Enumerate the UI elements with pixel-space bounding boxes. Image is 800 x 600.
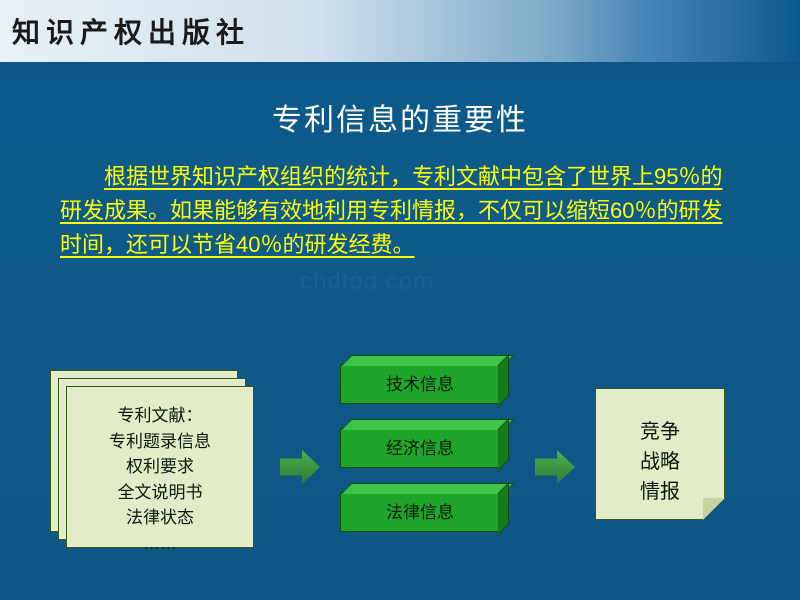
left-box-item: 全文说明书 — [67, 480, 253, 506]
middle-box: 技术信息 — [340, 364, 500, 404]
middle-box: 经济信息 — [340, 428, 500, 468]
flow-diagram: 专利文献： 专利题录信息 权利要求 全文说明书 法律状态 …… 技术信息 经济信… — [50, 360, 750, 560]
doc-page-front: 专利文献： 专利题录信息 权利要求 全文说明书 法律状态 …… — [66, 386, 254, 548]
arrow-icon — [535, 450, 575, 484]
middle-stack: 技术信息 经济信息 法律信息 — [340, 364, 520, 556]
middle-box: 法律信息 — [340, 492, 500, 532]
watermark: chdtod.com — [300, 268, 434, 296]
output-line: 竞争 — [596, 417, 724, 447]
left-box-item: 法律状态 — [67, 505, 253, 531]
left-box-item: …… — [67, 531, 253, 557]
page-title: 专利信息的重要性 — [0, 95, 800, 139]
arrow-icon — [280, 450, 320, 484]
left-doc-stack: 专利文献： 专利题录信息 权利要求 全文说明书 法律状态 …… — [50, 370, 250, 545]
body-text-content: 根据世界知识产权组织的统计，专利文献中包含了世界上95％的研发成果。如果能够有效… — [60, 164, 722, 257]
body-paragraph: 根据世界知识产权组织的统计，专利文献中包含了世界上95％的研发成果。如果能够有效… — [60, 160, 740, 262]
left-box-title: 专利文献： — [67, 403, 253, 429]
left-box-item: 权利要求 — [67, 454, 253, 480]
right-output-box: 竞争 战略 情报 — [595, 388, 725, 520]
output-line: 情报 — [596, 477, 724, 507]
left-box-item: 专利题录信息 — [67, 429, 253, 455]
output-line: 战略 — [596, 447, 724, 477]
publisher-name: 知识产权出版社 — [12, 11, 250, 51]
header-band: 知识产权出版社 — [0, 0, 800, 62]
